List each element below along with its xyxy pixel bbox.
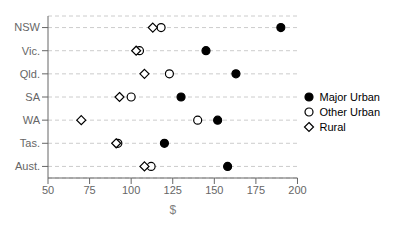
svg-text:NSW: NSW: [14, 21, 40, 33]
svg-text:75: 75: [83, 184, 95, 196]
svg-text:Tas.: Tas.: [20, 137, 40, 149]
svg-text:$: $: [169, 203, 176, 217]
svg-text:125: 125: [164, 184, 182, 196]
svg-text:100: 100: [122, 184, 140, 196]
html-text:Rural: Rural: [319, 120, 346, 133]
svg-text:200: 200: [288, 184, 306, 196]
html-text:Major Urban: Major Urban: [319, 90, 380, 103]
svg-text:WA: WA: [23, 114, 41, 126]
svg-text:175: 175: [247, 184, 265, 196]
svg-text:Vic.: Vic.: [22, 45, 40, 57]
svg-text:50: 50: [42, 184, 54, 196]
svg-text:Qld.: Qld.: [20, 68, 40, 80]
svg-text:Aust.: Aust.: [15, 160, 40, 172]
svg-text:SA: SA: [25, 91, 40, 103]
html-text:Other Urban: Other Urban: [319, 105, 380, 118]
svg-text:150: 150: [205, 184, 223, 196]
